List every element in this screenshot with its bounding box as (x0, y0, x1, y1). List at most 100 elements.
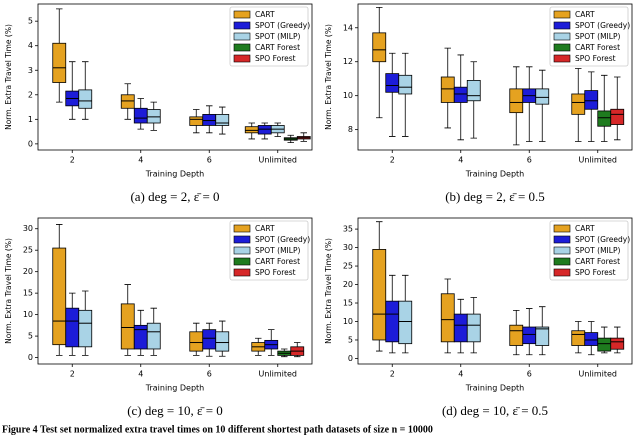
lower-whisker (206, 125, 213, 134)
x-tick-label: 4 (458, 156, 463, 165)
lower-whisker (614, 124, 621, 141)
figure-caption: Figure 4 Test set normalized extra trave… (2, 424, 433, 435)
y-tick-label: 15 (343, 299, 353, 308)
upper-whisker (219, 106, 226, 115)
box (372, 32, 387, 63)
legend-swatch (233, 32, 251, 41)
upper-whisker (588, 71, 595, 91)
plot-frame (357, 3, 633, 151)
box (120, 94, 135, 109)
legend-label: CART (575, 224, 595, 233)
y-tick-label: 15 (23, 289, 33, 298)
box (215, 114, 230, 126)
legend-swatch (233, 257, 251, 266)
x-tick-label: 6 (527, 370, 532, 379)
box (571, 330, 586, 346)
lower-whisker (376, 61, 383, 119)
lower-whisker (274, 132, 281, 137)
y-tick-label: 4 (28, 41, 33, 50)
box (202, 329, 217, 350)
y-tick-label: 5 (348, 335, 353, 344)
box (52, 42, 67, 83)
box (509, 88, 524, 114)
y-tick-label: 35 (343, 225, 353, 234)
box (584, 90, 599, 110)
box (398, 300, 413, 345)
y-tick-label: 0 (28, 353, 33, 362)
upper-whisker (575, 321, 582, 331)
upper-whisker (444, 278, 451, 294)
upper-whisker (389, 52, 396, 74)
lower-whisker (261, 134, 268, 140)
lower-whisker (457, 102, 464, 141)
lower-whisker (457, 341, 464, 354)
upper-whisker (575, 68, 582, 94)
x-axis-label: Training Depth (145, 170, 204, 179)
upper-whisker (539, 306, 546, 328)
y-tick-label: 3 (28, 66, 33, 75)
legend-swatch (553, 224, 571, 233)
upper-whisker (274, 122, 281, 126)
x-tick-label: 6 (207, 156, 212, 165)
legend-label: SPOT (Greedy) (575, 21, 630, 30)
lower-whisker (444, 102, 451, 129)
lower-whisker (588, 109, 595, 142)
box (78, 89, 93, 109)
y-tick-label: 10 (343, 317, 353, 326)
legend-label: CART (255, 224, 275, 233)
box (535, 88, 550, 105)
box (202, 114, 217, 126)
lower-whisker (56, 82, 63, 103)
box (522, 326, 537, 345)
box (133, 324, 148, 350)
upper-whisker (526, 66, 533, 89)
box (440, 76, 455, 103)
upper-whisker (376, 6, 383, 33)
plot-frame (37, 217, 313, 365)
y-tick-label: 2 (28, 90, 33, 99)
box (610, 337, 625, 350)
upper-whisker (193, 109, 200, 117)
upper-whisker (402, 52, 409, 76)
legend-swatch (553, 32, 571, 41)
upper-whisker (526, 308, 533, 328)
upper-whisker (150, 101, 157, 110)
legend-swatch (553, 257, 571, 266)
y-tick-label: 20 (343, 280, 353, 289)
upper-whisker (56, 224, 63, 249)
lower-whisker (389, 92, 396, 137)
y-tick-label: 12 (343, 57, 353, 66)
box (571, 93, 586, 115)
legend-swatch (553, 235, 571, 244)
upper-whisker (457, 54, 464, 88)
box (133, 107, 148, 124)
box (385, 73, 400, 93)
x-axis-label: Training Depth (145, 384, 204, 393)
lower-whisker (124, 108, 131, 120)
lower-whisker (137, 123, 144, 130)
legend-label: SPOT (MILP) (575, 32, 620, 41)
legend-swatch (233, 268, 251, 277)
upper-whisker (69, 292, 76, 309)
lower-whisker (137, 348, 144, 356)
lower-whisker (513, 345, 520, 356)
upper-whisker (513, 66, 520, 89)
x-tick-label: 4 (138, 156, 143, 165)
upper-whisker (193, 322, 200, 332)
legend-label: SPOT (MILP) (255, 246, 300, 255)
y-tick-label: 5 (28, 17, 33, 26)
box (453, 313, 468, 343)
legend-label: SPOT (MILP) (575, 246, 620, 255)
lower-whisker (575, 114, 582, 142)
legend-label: CART Forest (255, 43, 300, 52)
y-tick-label: 25 (343, 262, 353, 271)
lower-whisker (300, 138, 307, 142)
upper-whisker (470, 61, 477, 81)
x-tick-label: Unlimited (258, 370, 297, 379)
legend-label: SPOT (Greedy) (575, 235, 630, 244)
box (146, 109, 161, 124)
x-tick-label: 2 (70, 156, 75, 165)
upper-whisker (137, 309, 144, 326)
upper-whisker (588, 321, 595, 333)
lower-whisker (193, 351, 200, 356)
